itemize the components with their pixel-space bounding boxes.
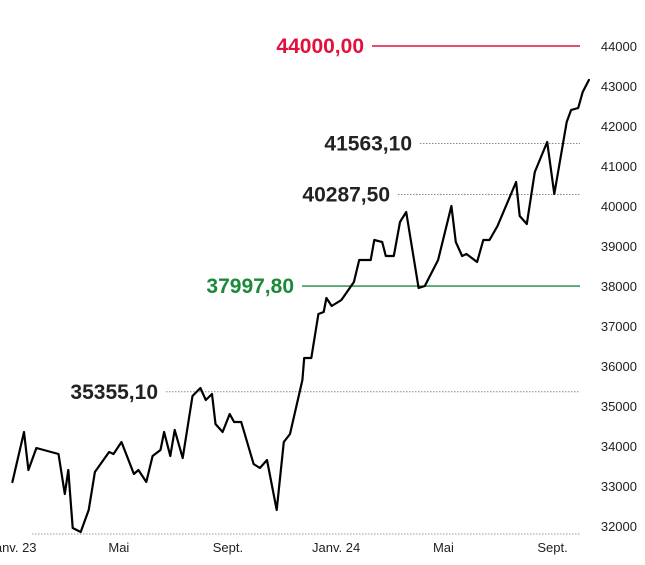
x-axis-ticks: Janv. 23 Mai Sept. Janv. 24 Mai Sept. — [0, 540, 568, 555]
y-tick-label: 37000 — [601, 319, 637, 334]
y-tick-label: 35000 — [601, 399, 637, 414]
x-tick-label: Mai — [433, 540, 454, 555]
series-line — [11, 78, 590, 534]
y-tick-label: 33000 — [601, 479, 637, 494]
y-tick-label: 39000 — [601, 239, 637, 254]
x-tick-label: Sept. — [537, 540, 567, 555]
reference-lines — [32, 45, 580, 535]
y-tick-label: 40000 — [601, 199, 637, 214]
annotation-label: 40287,50 — [302, 184, 390, 207]
y-tick-label: 42000 — [601, 119, 637, 134]
y-tick-label: 44000 — [601, 39, 637, 54]
annotation-label: 44000,00 — [276, 35, 364, 58]
y-tick-label: 41000 — [601, 159, 637, 174]
x-tick-label: Janv. 24 — [312, 540, 360, 555]
annotation-label: 35355,10 — [70, 381, 158, 404]
series-group — [11, 78, 590, 534]
y-tick-label: 43000 — [601, 79, 637, 94]
x-tick-label: Janv. 23 — [0, 540, 37, 555]
y-axis-ticks: 32000 33000 34000 35000 36000 37000 38000 39000… — [601, 39, 637, 534]
y-tick-label: 38000 — [601, 279, 637, 294]
x-tick-label: Mai — [108, 540, 129, 555]
annotation-labels: 44000,00 41563,10 40287,50 37997,80 35355,10 — [70, 35, 412, 404]
annotation-label: 41563,10 — [324, 132, 412, 155]
x-tick-label: Sept. — [213, 540, 243, 555]
y-tick-label: 34000 — [601, 439, 637, 454]
y-tick-label: 36000 — [601, 359, 637, 374]
annotation-label: 37997,80 — [206, 275, 294, 298]
y-tick-label: 32000 — [601, 519, 637, 534]
